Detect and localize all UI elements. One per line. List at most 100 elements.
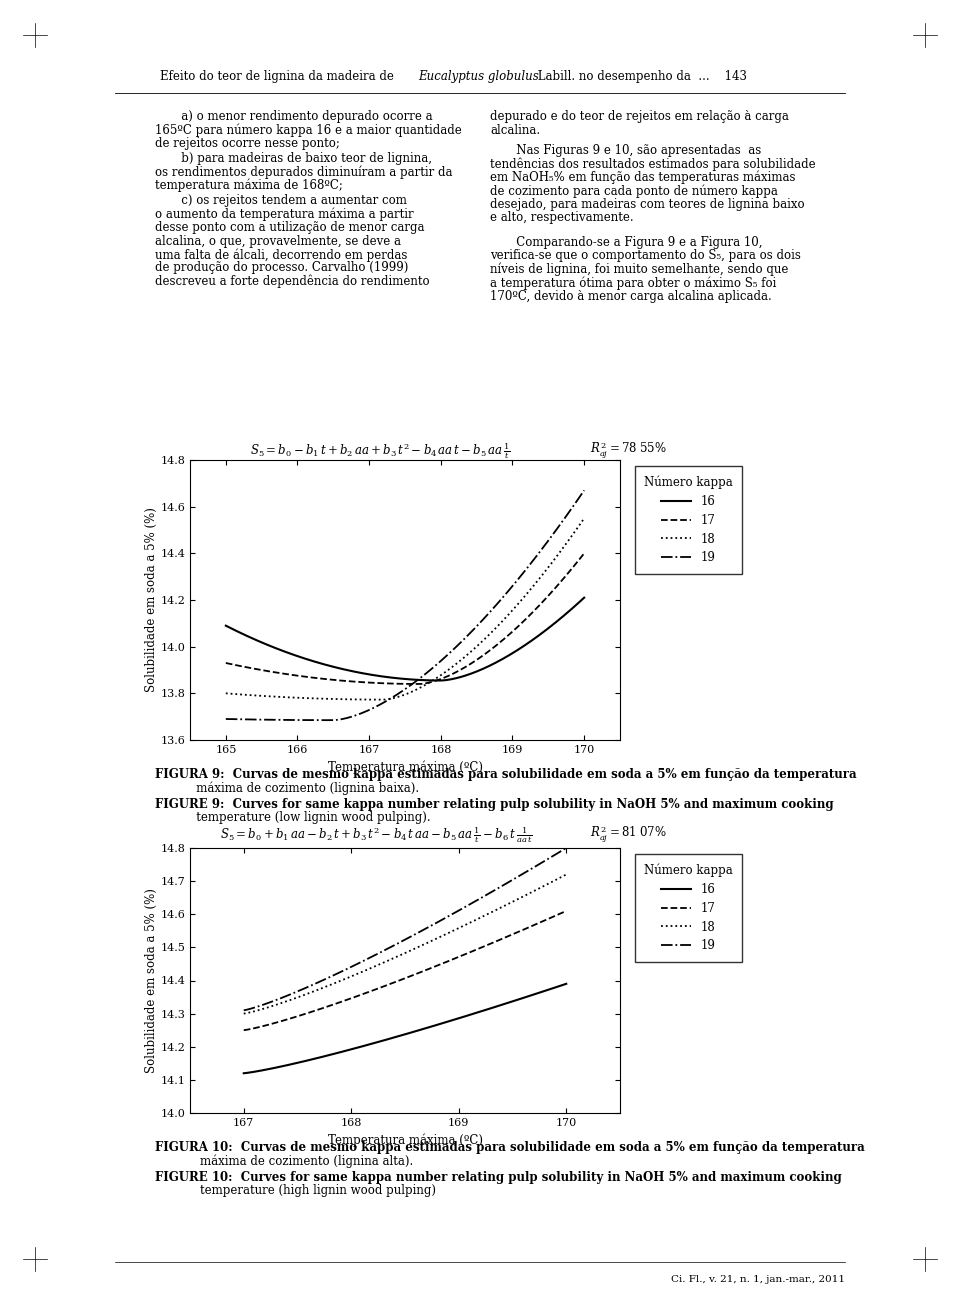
19	[436, 912, 447, 928]
X-axis label: Temperatura máxima (ºC): Temperatura máxima (ºC)	[327, 1134, 483, 1146]
16	[430, 1017, 442, 1033]
17	[435, 672, 446, 687]
16	[220, 619, 231, 634]
19	[326, 713, 338, 729]
19	[510, 871, 521, 886]
Text: os rendimentos depurados diminuíram a partir da: os rendimentos depurados diminuíram a pa…	[155, 166, 452, 179]
17	[238, 1022, 250, 1038]
19	[433, 655, 444, 670]
Text: níveis de lignina, foi muito semelhante, sendo que: níveis de lignina, foi muito semelhante,…	[490, 263, 788, 277]
Text: $R^2_{aj} = 78\;55\%$: $R^2_{aj} = 78\;55\%$	[590, 440, 666, 462]
17	[436, 956, 447, 972]
Text: máxima de cozimento (lignina baixa).: máxima de cozimento (lignina baixa).	[155, 782, 420, 795]
Text: $R^2_{aj} = 81\;07\%$: $R^2_{aj} = 81\;07\%$	[590, 824, 666, 845]
16	[239, 1065, 251, 1080]
16	[436, 1016, 447, 1031]
17	[441, 669, 452, 685]
Text: de produção do processo. Carvalho (1999): de produção do processo. Carvalho (1999)	[155, 261, 408, 274]
18	[429, 932, 441, 947]
19	[429, 916, 441, 932]
18	[220, 686, 231, 701]
Legend: 16, 17, 18, 19: 16, 17, 18, 19	[635, 854, 742, 961]
19	[239, 1003, 251, 1018]
Line: 16: 16	[226, 598, 585, 681]
Line: 19: 19	[226, 490, 585, 721]
16	[579, 590, 590, 606]
19	[221, 712, 232, 727]
19	[546, 528, 558, 543]
17	[579, 546, 590, 562]
Text: Ci. Fl., v. 21, n. 1, jan.-mar., 2011: Ci. Fl., v. 21, n. 1, jan.-mar., 2011	[671, 1275, 845, 1284]
Text: de rejeitos ocorre nesse ponto;: de rejeitos ocorre nesse ponto;	[155, 137, 340, 150]
17	[413, 677, 424, 692]
Text: Nas Figuras 9 e 10, são apresentadas  as: Nas Figuras 9 e 10, são apresentadas as	[490, 144, 761, 157]
X-axis label: Temperatura máxima (ºC): Temperatura máxima (ºC)	[327, 761, 483, 774]
18	[221, 686, 232, 701]
18	[435, 668, 446, 683]
17	[221, 656, 232, 672]
Line: 17: 17	[244, 911, 566, 1030]
Text: depurado e do teor de rejeitos em relação à carga: depurado e do teor de rejeitos em relaçã…	[490, 110, 789, 123]
Text: $S_5 = b_0 + b_1\,aa - b_2\,t + b_3\,t^2 - b_4\,t\,aa - b_5\,aa\,\frac{1}{t} - b: $S_5 = b_0 + b_1\,aa - b_2\,t + b_3\,t^2…	[220, 824, 533, 845]
18	[377, 692, 389, 708]
Text: desejado, para madeiras com teores de lignina baixo: desejado, para madeiras com teores de li…	[490, 198, 804, 211]
16	[429, 1018, 441, 1034]
Line: 19: 19	[244, 848, 566, 1011]
Line: 18: 18	[226, 519, 585, 700]
Text: FIGURA 9:  Curvas de mesmo kappa estimadas para solubilidade em soda a 5% em fun: FIGURA 9: Curvas de mesmo kappa estimada…	[155, 769, 856, 782]
19	[430, 915, 442, 930]
Text: FIGURE 10:  Curves for same kappa number relating pulp solubility in NaOH 5% and: FIGURE 10: Curves for same kappa number …	[155, 1171, 842, 1184]
17	[429, 959, 441, 974]
16	[546, 617, 558, 633]
Text: FIGURA 10:  Curvas de mesmo kappa estimadas para solubilidade em soda a 5% em fu: FIGURA 10: Curvas de mesmo kappa estimad…	[155, 1141, 865, 1154]
19	[441, 648, 452, 664]
Text: c) os rejeitos tendem a aumentar com: c) os rejeitos tendem a aumentar com	[155, 194, 407, 207]
17	[523, 608, 535, 624]
Text: $S_5 = b_0 - b_1\,t + b_2\,aa + b_3\,t^2 - b_4\,aa\,t - b_5\,aa\,\frac{1}{t}$: $S_5 = b_0 - b_1\,t + b_2\,aa + b_3\,t^2…	[250, 440, 511, 461]
19	[220, 712, 231, 727]
19	[435, 653, 446, 669]
19	[238, 1003, 250, 1018]
Text: o aumento da temperatura máxima a partir: o aumento da temperatura máxima a partir	[155, 207, 414, 221]
Text: 165ºC para número kappa 16 e a maior quantidade: 165ºC para número kappa 16 e a maior qua…	[155, 123, 462, 137]
19	[523, 558, 535, 573]
Text: FIGURE 9:  Curves for same kappa number relating pulp solubility in NaOH 5% and : FIGURE 9: Curves for same kappa number r…	[155, 797, 833, 811]
18	[430, 932, 442, 947]
Text: a) o menor rendimento depurado ocorre a: a) o menor rendimento depurado ocorre a	[155, 110, 433, 123]
Text: de cozimento para cada ponto de número kappa: de cozimento para cada ponto de número k…	[490, 185, 778, 198]
18	[579, 511, 590, 527]
16	[441, 673, 452, 688]
18	[441, 664, 452, 679]
Text: uma falta de álcali, decorrendo em perdas: uma falta de álcali, decorrendo em perda…	[155, 248, 407, 261]
Text: Labill. no desempenho da  ...    143: Labill. no desempenho da ... 143	[534, 70, 747, 83]
19	[561, 840, 572, 855]
Text: 170ºC, devido à menor carga alcalina aplicada.: 170ºC, devido à menor carga alcalina apl…	[490, 290, 772, 303]
17	[239, 1022, 251, 1038]
Y-axis label: Solubilidade em soda a 5% (%): Solubilidade em soda a 5% (%)	[145, 888, 157, 1073]
Line: 17: 17	[226, 554, 585, 685]
Text: temperatura máxima de 168ºC;: temperatura máxima de 168ºC;	[155, 179, 343, 193]
18	[433, 669, 444, 685]
19	[579, 483, 590, 498]
17	[430, 959, 442, 974]
Text: b) para madeiras de baixo teor de lignina,: b) para madeiras de baixo teor de lignin…	[155, 151, 432, 166]
Y-axis label: Solubilidade em soda a 5% (%): Solubilidade em soda a 5% (%)	[145, 507, 157, 692]
Line: 18: 18	[244, 875, 566, 1013]
17	[530, 916, 541, 932]
Text: em NaOH₅% em função das temperaturas máximas: em NaOH₅% em função das temperaturas máx…	[490, 171, 796, 185]
Text: descreveu a forte dependência do rendimento: descreveu a forte dependência do rendime…	[155, 276, 430, 289]
16	[238, 1065, 250, 1080]
Text: Efeito do teor de lignina da madeira de: Efeito do teor de lignina da madeira de	[160, 70, 397, 83]
16	[221, 619, 232, 634]
16	[435, 673, 446, 688]
Text: máxima de cozimento (lignina alta).: máxima de cozimento (lignina alta).	[155, 1154, 413, 1168]
18	[523, 584, 535, 599]
16	[530, 986, 541, 1002]
Text: tendências dos resultados estimados para solubilidade: tendências dos resultados estimados para…	[490, 158, 816, 171]
18	[530, 883, 541, 898]
Text: e alto, respectivamente.: e alto, respectivamente.	[490, 211, 634, 224]
17	[561, 903, 572, 919]
18	[561, 867, 572, 883]
17	[220, 655, 231, 670]
Text: temperature (high lignin wood pulping): temperature (high lignin wood pulping)	[155, 1184, 436, 1197]
